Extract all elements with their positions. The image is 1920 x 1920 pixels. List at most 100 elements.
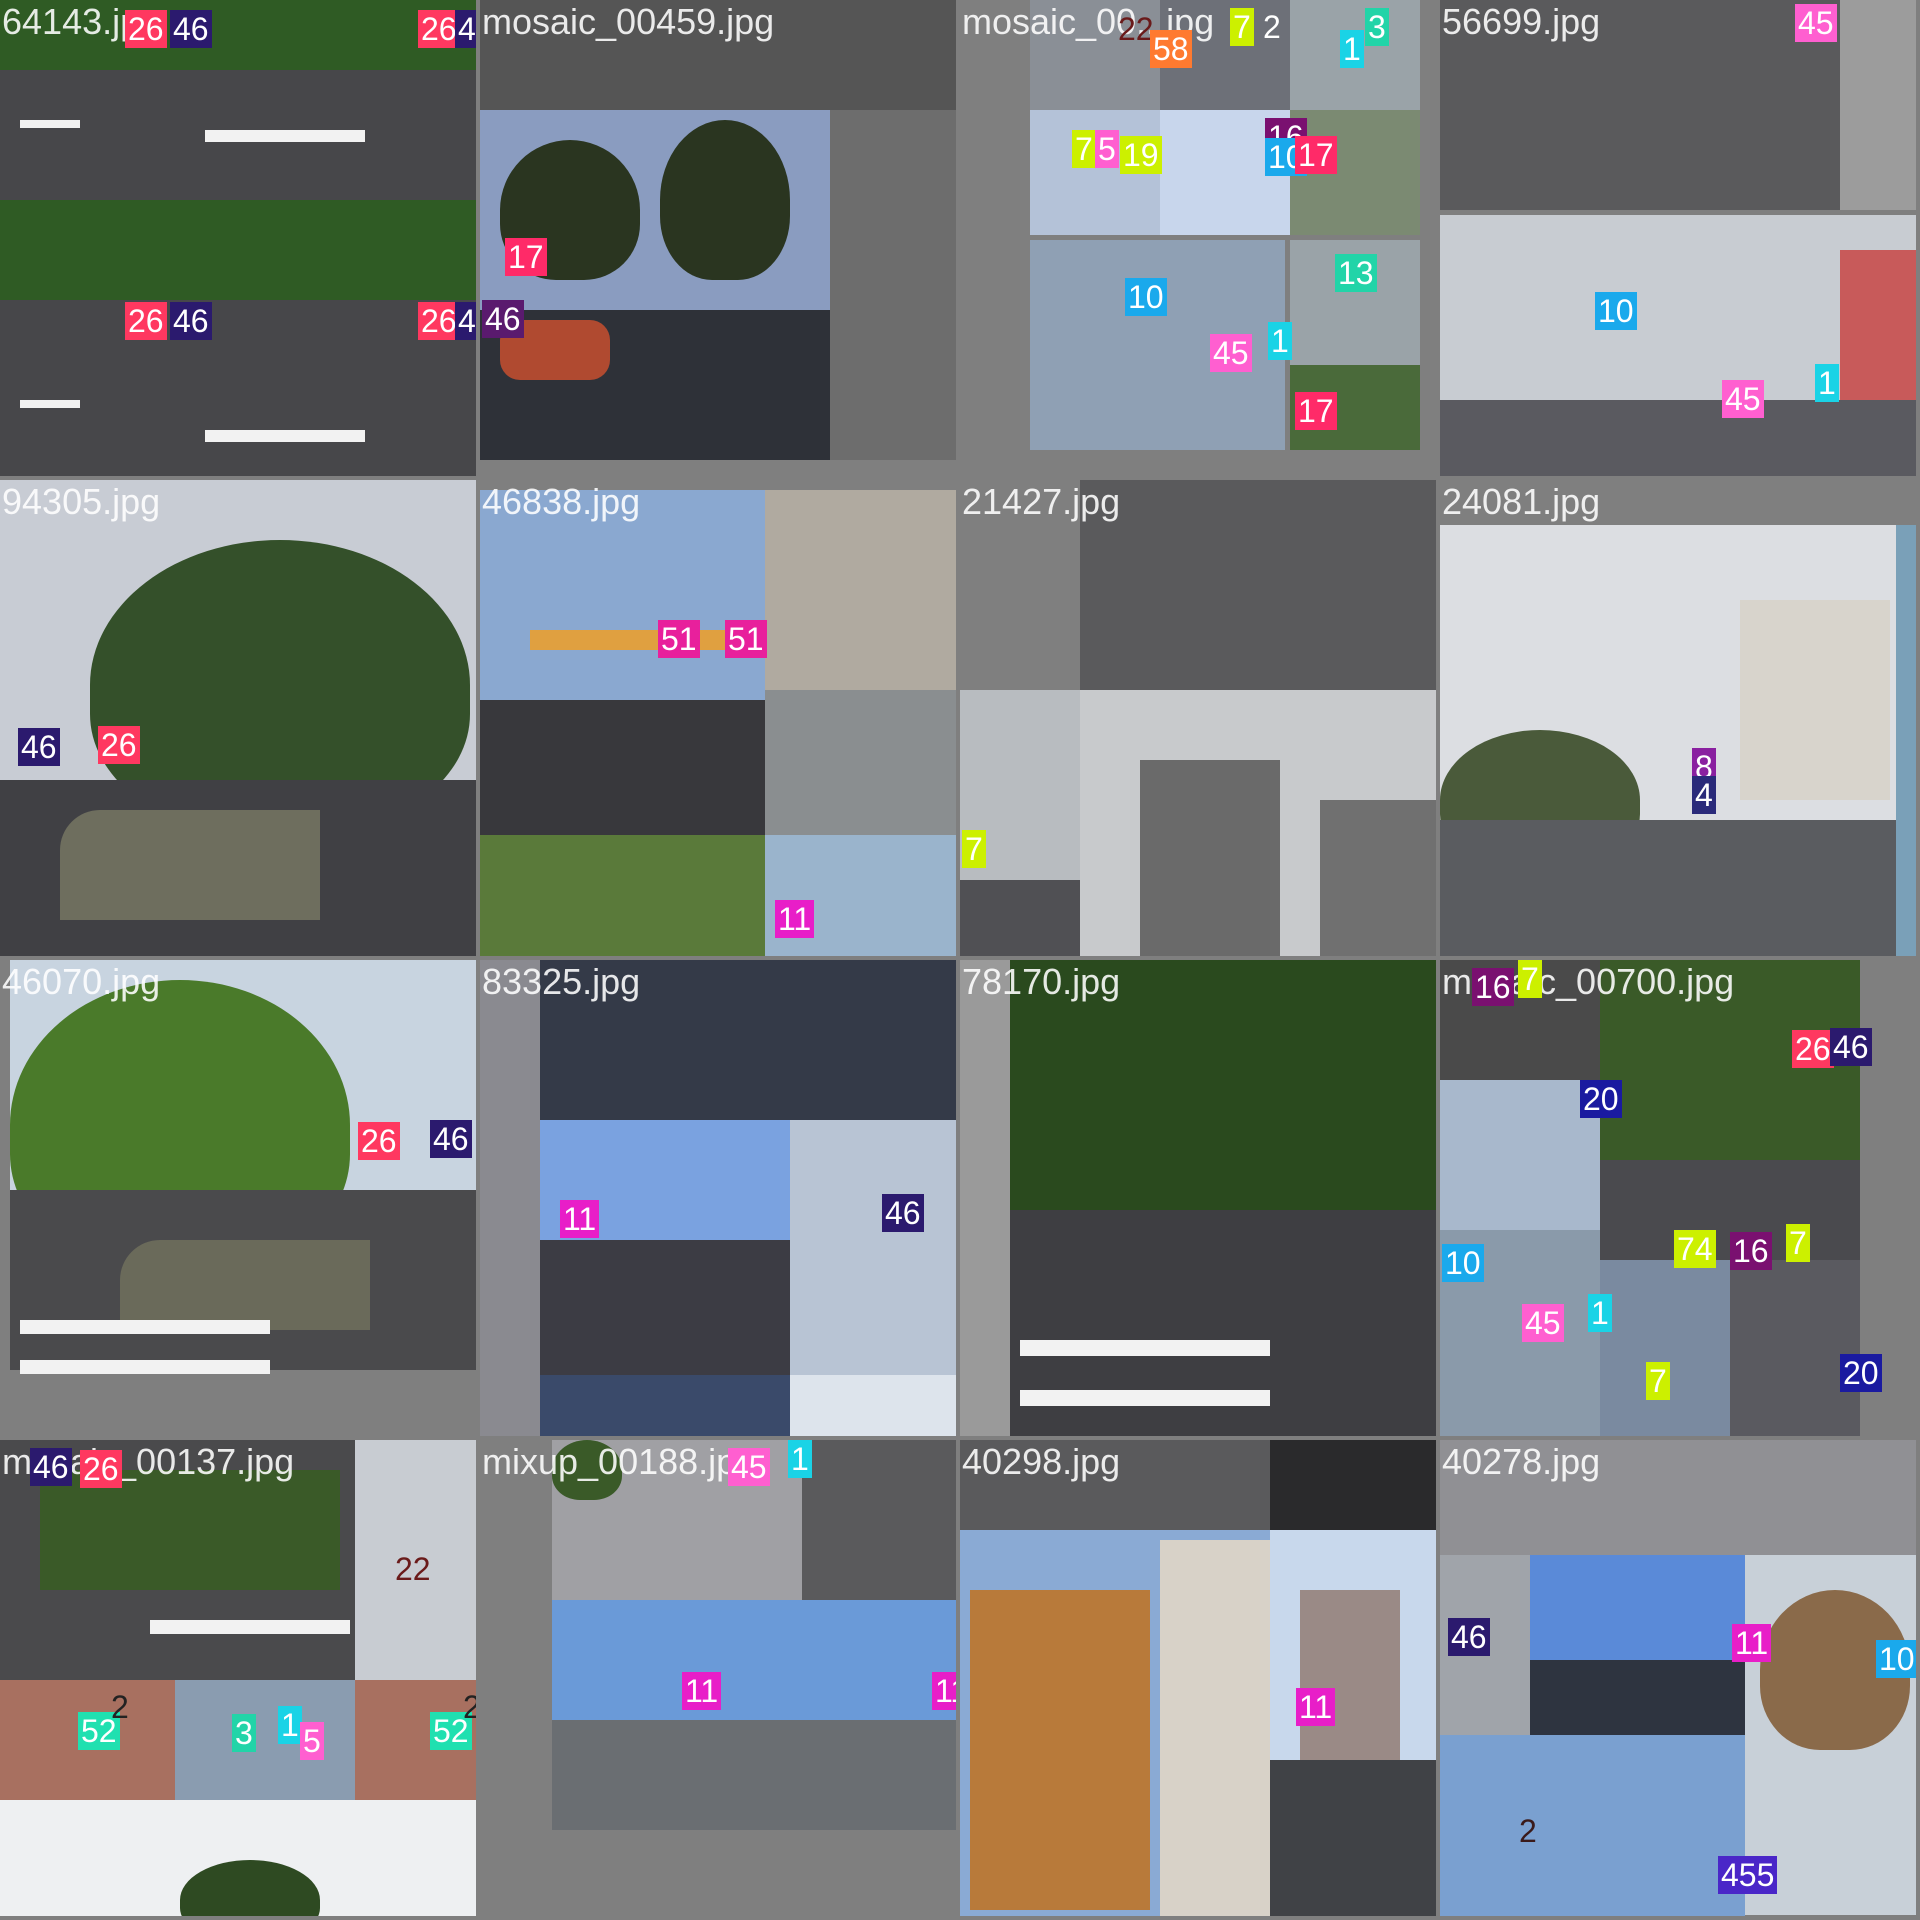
label-box: 52 <box>430 1712 472 1750</box>
label-box: 16 <box>1472 968 1514 1006</box>
label-box: 11 <box>1732 1624 1772 1662</box>
label-box: 46 <box>482 300 524 338</box>
label-box: 19 <box>1120 136 1162 174</box>
label-box: 11 <box>560 1200 600 1238</box>
label-box: 455 <box>1718 1856 1778 1894</box>
label-box: 2 <box>463 1689 476 1725</box>
label-box: 17 <box>505 238 547 276</box>
label-box: 7 <box>1646 1362 1670 1400</box>
label-box: 20 <box>1840 1354 1882 1392</box>
label-box: 46 <box>1448 1618 1490 1656</box>
tile-9: 46070.jpg 17 26 46 <box>0 960 476 1436</box>
label-box: 45 <box>1522 1304 1564 1342</box>
tile-filename: 94305.jpg <box>2 481 161 522</box>
label-box: 4 <box>1692 776 1716 814</box>
label-box: 51 <box>658 620 700 658</box>
label-box: 11 <box>932 1672 956 1710</box>
label-box: 7 <box>962 830 986 868</box>
label-box: 26 <box>125 10 167 48</box>
tile-4: 56699.jpg 45 10 45 1 <box>1440 0 1916 476</box>
tile-filename: 46838.jpg <box>482 481 641 522</box>
label-box: 2 <box>111 1689 129 1725</box>
label-box: 26 <box>80 1450 122 1488</box>
tile-16: 40278.jpg 46 11 10 2 455 <box>1440 1440 1916 1916</box>
label-box: 2 <box>1263 9 1281 45</box>
label-box: 26 <box>418 302 460 340</box>
label-box: 45 <box>728 1448 770 1486</box>
label-box: 74 <box>1674 1230 1716 1268</box>
tile-12: mosaic_00700.jpg 16 7 26 46 20 10 74 16 … <box>1440 960 1916 1436</box>
label-box: 46 <box>455 302 476 340</box>
tile-filename: 21427.jpg <box>962 481 1121 522</box>
label-box: 22 <box>1118 11 1154 47</box>
label-box: 7 <box>1518 960 1542 998</box>
label-box: 1 <box>788 1440 812 1478</box>
label-box: 46 <box>430 1120 472 1158</box>
tile-2: mosaic_00459.jpg 17 46 <box>480 0 956 476</box>
label-box: 52 <box>78 1712 120 1750</box>
tile-13: mosaic_00137.jpg 46 26 22 52 2 3 1 5 52 … <box>0 1440 476 1916</box>
tile-6: 46838.jpg 51 51 11 <box>480 480 956 956</box>
label-box: 10 <box>1876 1640 1916 1678</box>
tile-filename: 40278.jpg <box>1442 1441 1601 1482</box>
label-box: 10 <box>1125 278 1167 316</box>
label-box: 3 <box>1365 8 1389 46</box>
label-box: 46 <box>18 728 60 766</box>
label-box: 26 <box>418 10 460 48</box>
tile-7: 21427.jpg 7 <box>960 480 1436 956</box>
label-box: 16 <box>1730 1232 1772 1270</box>
label-box: 20 <box>1580 1080 1622 1118</box>
tile-10: 83325.jpg 11 46 7 <box>480 960 956 1436</box>
label-box: 46 <box>170 10 212 48</box>
label-box: 58 <box>1150 30 1192 68</box>
tile-filename: 40298.jpg <box>962 1441 1121 1482</box>
label-box: 1 <box>278 1706 302 1744</box>
label-box: 26 <box>125 302 167 340</box>
tile-filename: mixup_00188.jpg <box>482 1441 757 1482</box>
tile-3: mosaic_00...jpg 22 58 7 2 3 1 7 5 19 16 … <box>960 0 1436 476</box>
label-box: 1 <box>1340 30 1364 68</box>
tile-1: 64143.jpg 26 46 26 46 26 46 26 46 <box>0 0 476 476</box>
label-box: 11 <box>1296 1688 1336 1726</box>
label-box: 5 <box>300 1722 324 1760</box>
label-box: 17 <box>1295 392 1337 430</box>
label-box: 46 <box>882 1194 924 1232</box>
label-box: 26 <box>98 726 140 764</box>
label-box: 1 <box>1815 364 1839 402</box>
label-box: 17 <box>1295 136 1337 174</box>
label-box: 51 <box>725 620 767 658</box>
tile-11: 78170.jpg <box>960 960 1436 1436</box>
label-box: 7 <box>1786 1224 1810 1262</box>
tile-8: 24081.jpg 8 4 <box>1440 480 1916 956</box>
tile-filename: 83325.jpg <box>482 961 641 1002</box>
tile-14: mixup_00188.jpg 45 1 11 11 <box>480 1440 956 1916</box>
tile-filename: 46070.jpg <box>2 961 161 1002</box>
label-box: 7 <box>1230 8 1254 46</box>
tile-filename: mosaic_00459.jpg <box>482 1 775 42</box>
label-box: 11 <box>682 1672 722 1710</box>
tile-filename: 56699.jpg <box>1442 1 1601 42</box>
label-box: 46 <box>30 1448 72 1486</box>
tile-15: 40298.jpg 11 <box>960 1440 1436 1916</box>
label-box: 3 <box>232 1714 256 1752</box>
label-box: 26 <box>358 1122 400 1160</box>
label-box: 45 <box>1795 4 1837 42</box>
tile-5: 94305.jpg 46 26 <box>0 480 476 956</box>
label-box: 46 <box>1830 1028 1872 1066</box>
label-box: 5 <box>1095 130 1119 168</box>
label-box: 46 <box>455 10 476 48</box>
label-box: 10 <box>1595 292 1637 330</box>
label-box: 2 <box>1519 1813 1537 1849</box>
label-box: 1 <box>1588 1294 1612 1332</box>
label-box: 7 <box>1072 130 1096 168</box>
label-box: 46 <box>170 302 212 340</box>
label-box: 45 <box>1722 380 1764 418</box>
label-box: 45 <box>1210 334 1252 372</box>
label-box: 26 <box>1792 1030 1834 1068</box>
tile-filename: 24081.jpg <box>1442 481 1601 522</box>
label-box: 22 <box>395 1551 431 1587</box>
label-box: 11 <box>775 900 815 938</box>
label-box: 10 <box>1442 1244 1484 1282</box>
tile-filename: 78170.jpg <box>962 961 1121 1002</box>
